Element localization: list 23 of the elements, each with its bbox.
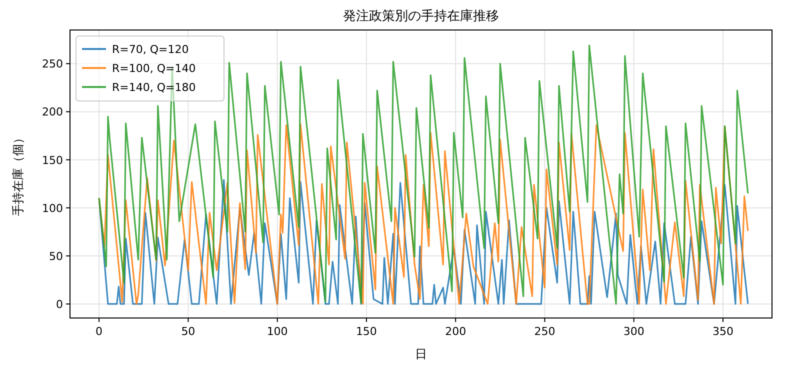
- line-series: [98, 123, 749, 305]
- y-tick-label: 200: [42, 106, 63, 119]
- line-series: [98, 179, 749, 305]
- x-tick-label: 0: [96, 325, 103, 338]
- y-tick-label: 50: [49, 250, 63, 263]
- x-tick-label: 100: [266, 325, 288, 338]
- y-tick-label: 100: [42, 202, 63, 215]
- x-tick-label: 250: [534, 325, 556, 338]
- y-tick-label: 150: [42, 154, 63, 167]
- x-axis-title: 日: [415, 347, 427, 361]
- chart-title: 発注政策別の手持在庫推移: [343, 8, 499, 24]
- y-tick-label: 0: [56, 298, 63, 311]
- legend-label: R=70, Q=120: [112, 43, 189, 56]
- x-tick-label: 350: [712, 325, 734, 338]
- y-tick-label: 250: [42, 58, 63, 71]
- x-tick-label: 50: [181, 325, 196, 338]
- x-tick-label: 150: [356, 325, 377, 338]
- legend-label: R=140, Q=180: [112, 81, 196, 94]
- y-axis-title: 手持在庫（個）: [11, 132, 25, 216]
- x-tick-label: 300: [623, 325, 644, 338]
- line-series: [98, 44, 749, 305]
- legend-label: R=100, Q=140: [112, 62, 196, 75]
- x-tick-label: 200: [445, 325, 466, 338]
